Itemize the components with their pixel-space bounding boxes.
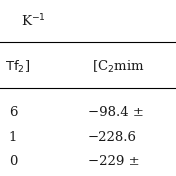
- Text: K$^{-1}$: K$^{-1}$: [21, 13, 46, 29]
- Text: 6: 6: [9, 106, 17, 119]
- Text: $\mathrm{Tf_2}$]: $\mathrm{Tf_2}$]: [5, 59, 30, 75]
- Text: −229 ±: −229 ±: [88, 155, 140, 168]
- Text: −98.4 ±: −98.4 ±: [88, 106, 144, 119]
- Text: 0: 0: [9, 155, 17, 168]
- Text: −228.6: −228.6: [88, 131, 137, 144]
- Text: [C$_2$mim: [C$_2$mim: [92, 59, 144, 75]
- Text: 1: 1: [9, 131, 17, 144]
